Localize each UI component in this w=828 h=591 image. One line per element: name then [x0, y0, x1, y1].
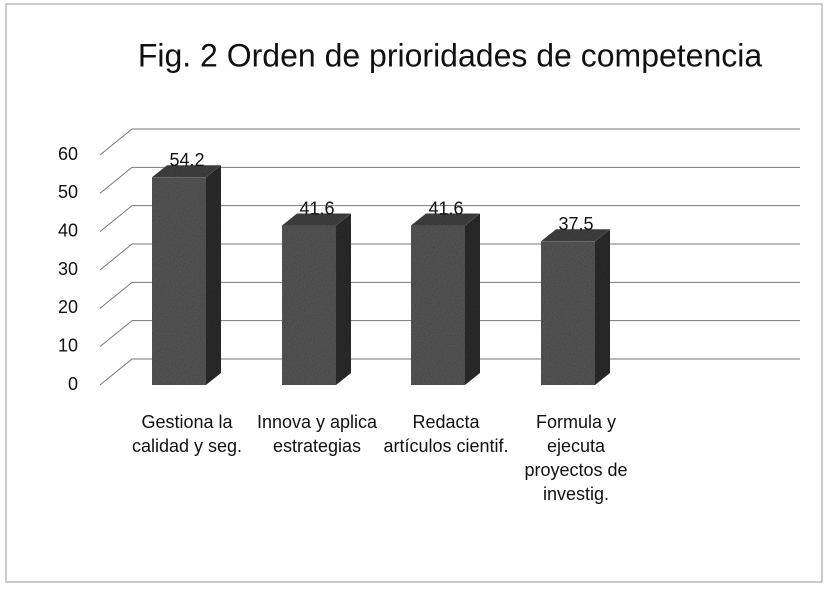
y-tick-label: 0: [68, 374, 78, 394]
y-tick-label: 30: [58, 259, 78, 279]
x-tick-label: Redacta artículos cientif.: [383, 412, 509, 456]
data-label: 41.6: [299, 198, 334, 218]
y-tick-label: 40: [58, 220, 78, 240]
bar-top: [152, 165, 221, 178]
grid-line: [99, 205, 800, 233]
bar: [411, 225, 465, 385]
bar-side: [595, 229, 610, 385]
y-tick-label: 20: [58, 297, 78, 317]
bar-top: [282, 213, 351, 226]
data-label: 37.5: [558, 214, 593, 234]
data-label: 41.6: [428, 198, 463, 218]
bar-side: [465, 213, 480, 385]
bar-top: [541, 229, 610, 242]
grid-line: [99, 128, 800, 156]
x-tick-label: Innova y aplica estrategias: [256, 412, 378, 456]
bar: [282, 225, 336, 385]
x-tick-label: Formula y ejecuta proyectos de investig.: [524, 412, 628, 504]
grid-line: [99, 166, 800, 194]
y-tick-label: 50: [58, 182, 78, 202]
chart-title: Fig. 2 Orden de prioridades de competenc…: [138, 37, 763, 73]
bar-side: [336, 213, 351, 385]
y-tick-label: 60: [58, 144, 78, 164]
bar: [152, 177, 206, 385]
y-tick-label: 10: [58, 335, 78, 355]
bar-top: [411, 213, 480, 226]
bar: [541, 241, 595, 385]
chart-border: [5, 3, 823, 583]
bar-side: [206, 165, 221, 385]
data-label: 54.2: [169, 150, 204, 170]
x-tick-label: Gestiona la calidad y seg.: [131, 412, 243, 456]
